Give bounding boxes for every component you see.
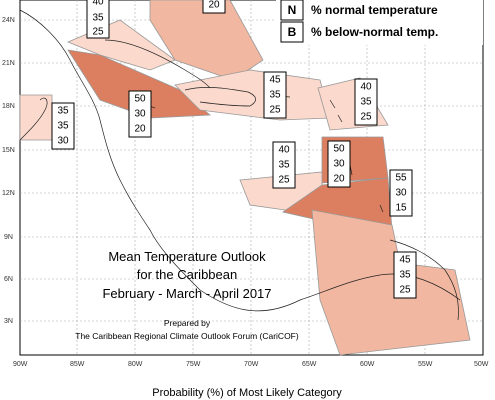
map-title-line: Mean Temperature Outlook — [108, 249, 266, 264]
prob-below: 25 — [360, 112, 372, 123]
legend-text: % below-normal temp. — [311, 25, 438, 39]
legend-key: B — [288, 25, 297, 39]
legend-key: N — [288, 3, 297, 17]
prob-box-bahamas-south: 20 — [202, 0, 226, 14]
lon-tick: 60W — [360, 361, 375, 368]
legend: N % normal temperature B % below-normal … — [276, 0, 483, 45]
lat-tick: 12N — [2, 190, 15, 197]
lat-tick: 15N — [2, 147, 15, 154]
prob-normal: 35 — [57, 121, 69, 132]
prepared-by: Prepared by — [164, 318, 211, 328]
prob-normal: 30 — [134, 109, 146, 120]
prob-below: 25 — [92, 27, 104, 38]
prob-above: 45 — [399, 255, 411, 266]
legend-text: % normal temperature — [311, 3, 438, 17]
lat-tick: 9N — [4, 234, 13, 241]
prob-box-windwards: 50 30 20 — [327, 140, 351, 188]
map-caption: Probability (%) of Most Likely Category — [152, 387, 342, 399]
prob-above: 40 — [92, 0, 104, 8]
prob-above: 50 — [333, 144, 345, 155]
prob-above: 35 — [57, 106, 69, 117]
prob-above: 50 — [134, 94, 146, 105]
lon-tick: 50W — [474, 361, 489, 368]
prob-normal: 30 — [333, 159, 345, 170]
lon-tick: 85W — [70, 361, 85, 368]
prob-normal: 35 — [278, 160, 290, 171]
region-cuba — [67, 49, 212, 119]
prob-box-bahamas-north: 40 35 25 — [86, 0, 110, 39]
prob-above: 45 — [269, 75, 281, 86]
legend-background — [276, 0, 483, 45]
outlook-regions — [19, 0, 471, 356]
prob-above: 40 — [278, 145, 290, 156]
region-guianas — [311, 209, 471, 356]
prob-below: 15 — [395, 203, 407, 214]
map-title-line: for the Caribbean — [137, 267, 237, 282]
map-title-line: February - March - April 2017 — [102, 286, 271, 301]
prob-box-barbados-tt: 55 30 15 — [389, 169, 413, 217]
lon-tick: 55W — [418, 361, 433, 368]
prob-box-guianas: 45 35 25 — [393, 251, 417, 299]
lon-tick: 90W — [13, 361, 28, 368]
prob-below: 30 — [57, 136, 69, 147]
prob-normal: 30 — [395, 188, 407, 199]
lat-tick: 21N — [2, 60, 15, 67]
lon-tick: 75W — [186, 361, 201, 368]
prob-box-abc-islands: 40 35 25 — [272, 141, 296, 189]
prob-below: 20 — [208, 0, 220, 11]
prob-normal: 35 — [92, 13, 104, 24]
lon-tick: 70W — [244, 361, 259, 368]
prob-box-cuba-jamaica: 50 30 20 — [128, 90, 152, 138]
prob-below: 25 — [269, 105, 281, 116]
lat-tick: 24N — [2, 17, 15, 24]
title-block: Mean Temperature Outlook for the Caribbe… — [75, 249, 299, 341]
prob-below: 20 — [333, 174, 345, 185]
forum-name: The Caribbean Regional Climate Outlook F… — [75, 331, 299, 341]
prob-above: 40 — [360, 82, 372, 93]
prob-above: 55 — [395, 173, 407, 184]
lon-tick: 80W — [128, 361, 143, 368]
legend-row-below: B % below-normal temp. — [280, 21, 438, 43]
prob-normal: 35 — [360, 97, 372, 108]
prob-normal: 35 — [269, 90, 281, 101]
prob-normal: 35 — [399, 270, 411, 281]
lat-tick: 6N — [4, 276, 13, 283]
lon-ticks: 90W 85W 80W 75W 70W 65W 60W 55W 50W — [13, 361, 489, 368]
prob-below: 20 — [134, 124, 146, 135]
prob-below: 25 — [278, 175, 290, 186]
lat-tick: 3N — [4, 318, 13, 325]
coastlines — [19, 9, 461, 321]
lon-tick: 65W — [302, 361, 317, 368]
prob-box-hispaniola-pr: 45 35 25 — [263, 71, 287, 119]
prob-box-leewards: 40 35 25 — [354, 78, 378, 126]
lat-ticks: 3N 6N 9N 12N 15N 18N 21N 24N — [2, 17, 15, 325]
legend-row-normal: N % normal temperature — [280, 0, 438, 21]
prob-box-belize: 35 35 30 — [51, 102, 75, 150]
prob-below: 25 — [399, 285, 411, 296]
lat-tick: 18N — [2, 103, 15, 110]
